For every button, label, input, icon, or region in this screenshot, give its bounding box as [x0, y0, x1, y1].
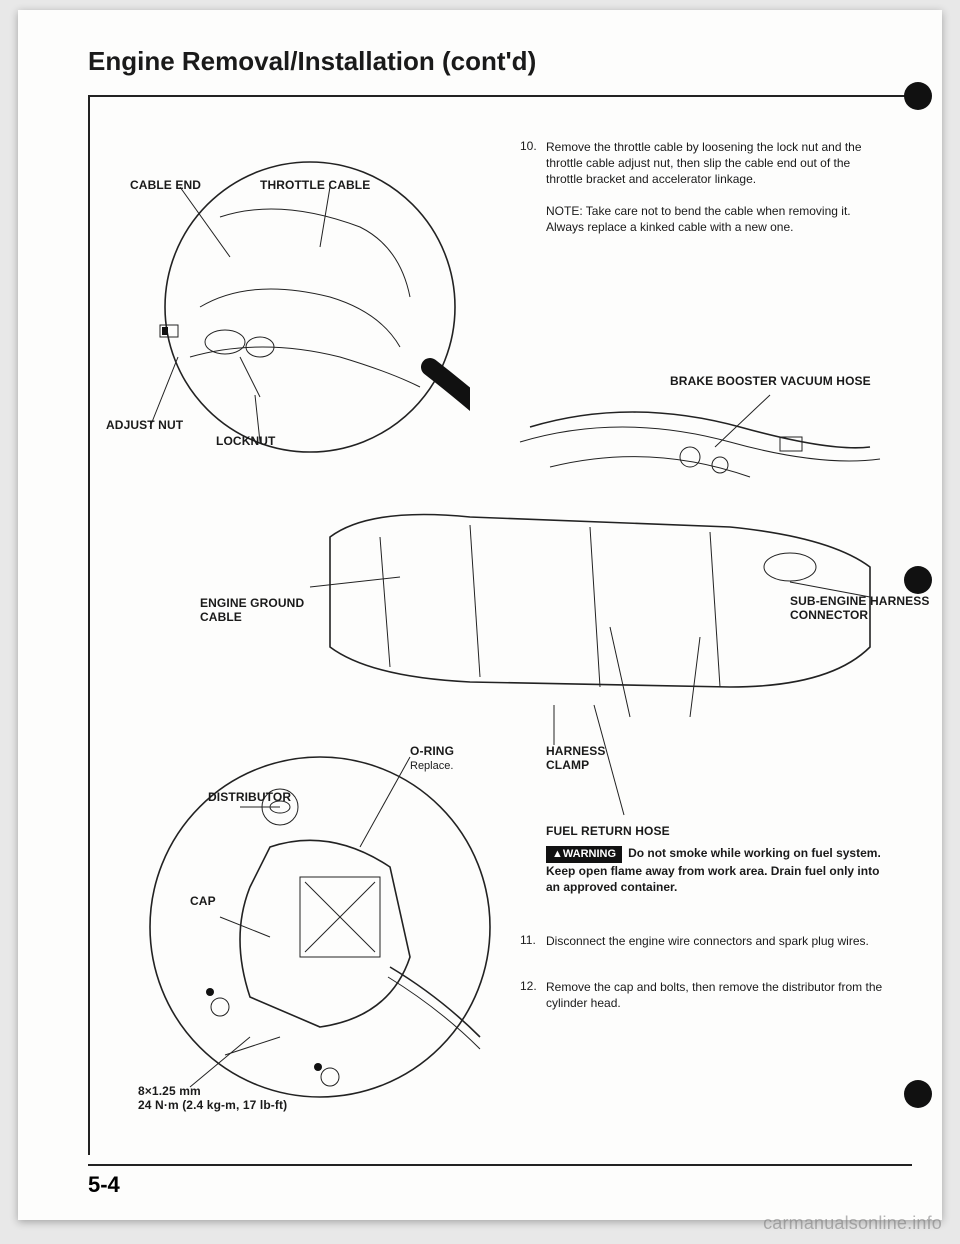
edge-dot-bottom [904, 1080, 932, 1108]
harness-leader [534, 695, 654, 835]
label-torque: 8×1.25 mm 24 N·m (2.4 kg-m, 17 lb-ft) [138, 1085, 287, 1113]
edge-dot-top [904, 82, 932, 110]
label-locknut: LOCKNUT [216, 435, 276, 449]
step-11-body: Disconnect the engine wire connectors an… [546, 933, 886, 949]
label-cap: CAP [190, 895, 216, 909]
edge-dot-mid [904, 566, 932, 594]
step-11-number: 11. [520, 933, 536, 947]
page-title: Engine Removal/Installation (cont'd) [88, 46, 912, 77]
step-10-body: Remove the throttle cable by loosening t… [546, 139, 886, 188]
warning-badge: ▲WARNING [546, 846, 622, 863]
label-adjust-nut: ADJUST NUT [106, 419, 183, 433]
distributor-diagram [130, 737, 530, 1117]
step-10-note: NOTE: Take care not to bend the cable wh… [546, 203, 886, 235]
content-frame: 10. Remove the throttle cable by looseni… [88, 95, 912, 1155]
step-12-body: Remove the cap and bolts, then remove th… [546, 979, 886, 1011]
label-sub-harness: SUB-ENGINE HARNESS CONNECTOR [790, 595, 930, 623]
label-throttle-cable: THROTTLE CABLE [260, 179, 370, 193]
label-distributor: DISTRIBUTOR [208, 791, 291, 805]
engine-diagram [270, 387, 910, 737]
step-10-number: 10. [520, 139, 537, 153]
label-engine-ground: ENGINE GROUND CABLE [200, 597, 304, 625]
label-cable-end: CABLE END [130, 179, 201, 193]
step-12-number: 12. [520, 979, 537, 993]
watermark: carmanualsonline.info [763, 1213, 942, 1234]
page-number: 5-4 [88, 1164, 912, 1198]
warning-block: ▲WARNINGDo not smoke while working on fu… [546, 845, 886, 895]
